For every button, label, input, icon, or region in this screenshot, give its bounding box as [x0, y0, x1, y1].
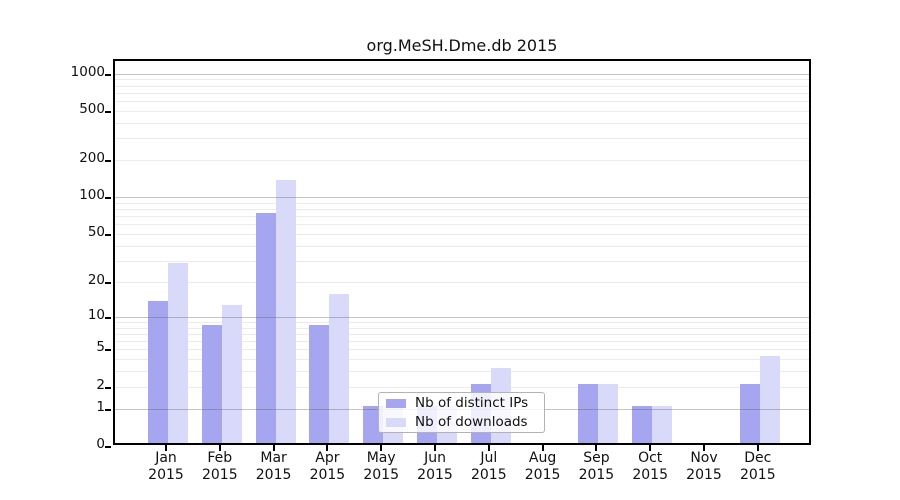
minor-gridline [115, 79, 809, 81]
y-axis-tick [105, 234, 111, 237]
y-tick-label: 0 [96, 436, 105, 452]
x-tick-label: Apr 2015 [309, 450, 346, 483]
legend-swatch-distinct-ips [386, 398, 406, 408]
x-axis-tick [703, 445, 705, 451]
major-gridline [115, 316, 809, 318]
bar-distinct-ips-oct [632, 405, 653, 443]
x-axis-tick [272, 445, 275, 451]
x-axis-tick [218, 445, 221, 451]
bar-downloads-oct [652, 405, 673, 443]
minor-gridline [115, 138, 809, 140]
bar-downloads-dec [759, 356, 780, 443]
y-axis-tick [105, 386, 111, 389]
legend: Nb of distinct IPs Nb of downloads [378, 392, 545, 433]
x-axis-tick [756, 445, 759, 451]
x-axis-tick [595, 445, 598, 451]
y-tick-label: 20 [87, 271, 105, 288]
y-tick-label: 1 [96, 398, 105, 415]
y-tick-label: 100 [79, 187, 105, 204]
minor-gridline [115, 160, 809, 162]
minor-gridline [115, 92, 809, 94]
minor-gridline [115, 281, 809, 283]
bar-downloads-mar [275, 180, 296, 443]
legend-label-distinct-ips: Nb of distinct IPs [415, 395, 529, 411]
minor-gridline [115, 85, 809, 87]
minor-gridline [115, 111, 809, 112]
x-axis-tick [326, 445, 329, 451]
x-tick-label: Dec 2015 [739, 450, 776, 483]
minor-gridline [115, 234, 809, 236]
legend-swatch-downloads [386, 417, 406, 427]
bar-distinct-ips-apr [309, 324, 330, 443]
x-tick-label: Jul 2015 [470, 450, 507, 483]
bar-downloads-feb [221, 304, 242, 443]
bar-distinct-ips-sep [578, 383, 599, 443]
y-axis-tick [105, 349, 111, 352]
bar-downloads-jan [168, 263, 188, 443]
y-axis-tick [105, 111, 111, 113]
y-tick-label: 50 [87, 224, 105, 241]
minor-gridline [115, 260, 809, 262]
x-tick-label: May 2015 [363, 450, 399, 483]
minor-gridline [115, 216, 809, 218]
plot-area [105, 59, 811, 448]
bar-distinct-ips-jan [148, 300, 168, 443]
y-tick-label: 500 [79, 101, 105, 117]
y-axis-tick [105, 316, 111, 319]
x-tick-label: Sep 2015 [578, 450, 615, 483]
x-tick-label: Jan 2015 [148, 450, 184, 483]
major-gridline [115, 73, 809, 75]
y-tick-label: 5 [96, 339, 105, 356]
x-tick-label: Mar 2015 [255, 450, 292, 483]
x-tick-label: Jun 2015 [417, 450, 453, 483]
x-axis-tick [649, 445, 652, 451]
major-gridline [115, 197, 809, 199]
y-axis-tick [105, 73, 111, 76]
y-tick-label: 2 [96, 376, 105, 393]
x-tick-label: Oct 2015 [632, 450, 668, 483]
legend-entry-downloads: Nb of downloads [386, 414, 537, 430]
y-tick-label: 10 [87, 306, 105, 323]
y-axis-tick [105, 197, 111, 200]
minor-gridline [115, 224, 809, 226]
x-axis-tick [487, 445, 490, 451]
y-axis-tick [105, 160, 111, 163]
bar-distinct-ips-mar [255, 213, 276, 443]
x-axis-tick [165, 445, 167, 451]
chart-title: org.MeSH.Dme.db 2015 [366, 36, 558, 55]
bar-distinct-ips-feb [201, 324, 222, 443]
minor-gridline [115, 209, 809, 211]
minor-gridline [115, 202, 809, 204]
x-axis-tick [541, 445, 544, 451]
y-axis-tick [105, 281, 111, 284]
y-tick-label: 1000 [70, 63, 105, 80]
bar-distinct-ips-dec [739, 383, 760, 443]
minor-gridline [115, 321, 809, 323]
minor-gridline [115, 101, 809, 103]
y-tick-label: 200 [79, 150, 105, 167]
legend-entry-distinct-ips: Nb of distinct IPs [386, 395, 537, 411]
x-axis-tick [380, 445, 383, 451]
x-axis-tick [434, 445, 436, 451]
x-tick-label: Feb 2015 [201, 450, 238, 483]
y-axis-tick [105, 408, 111, 411]
bar-downloads-sep [598, 383, 619, 443]
minor-gridline [115, 245, 809, 247]
bar-downloads-apr [329, 293, 350, 443]
x-tick-label: Nov 2015 [686, 450, 722, 483]
legend-label-downloads: Nb of downloads [415, 414, 528, 430]
y-axis-tick [105, 446, 111, 448]
x-tick-label: Aug 2015 [524, 450, 561, 483]
minor-gridline [115, 123, 809, 124]
